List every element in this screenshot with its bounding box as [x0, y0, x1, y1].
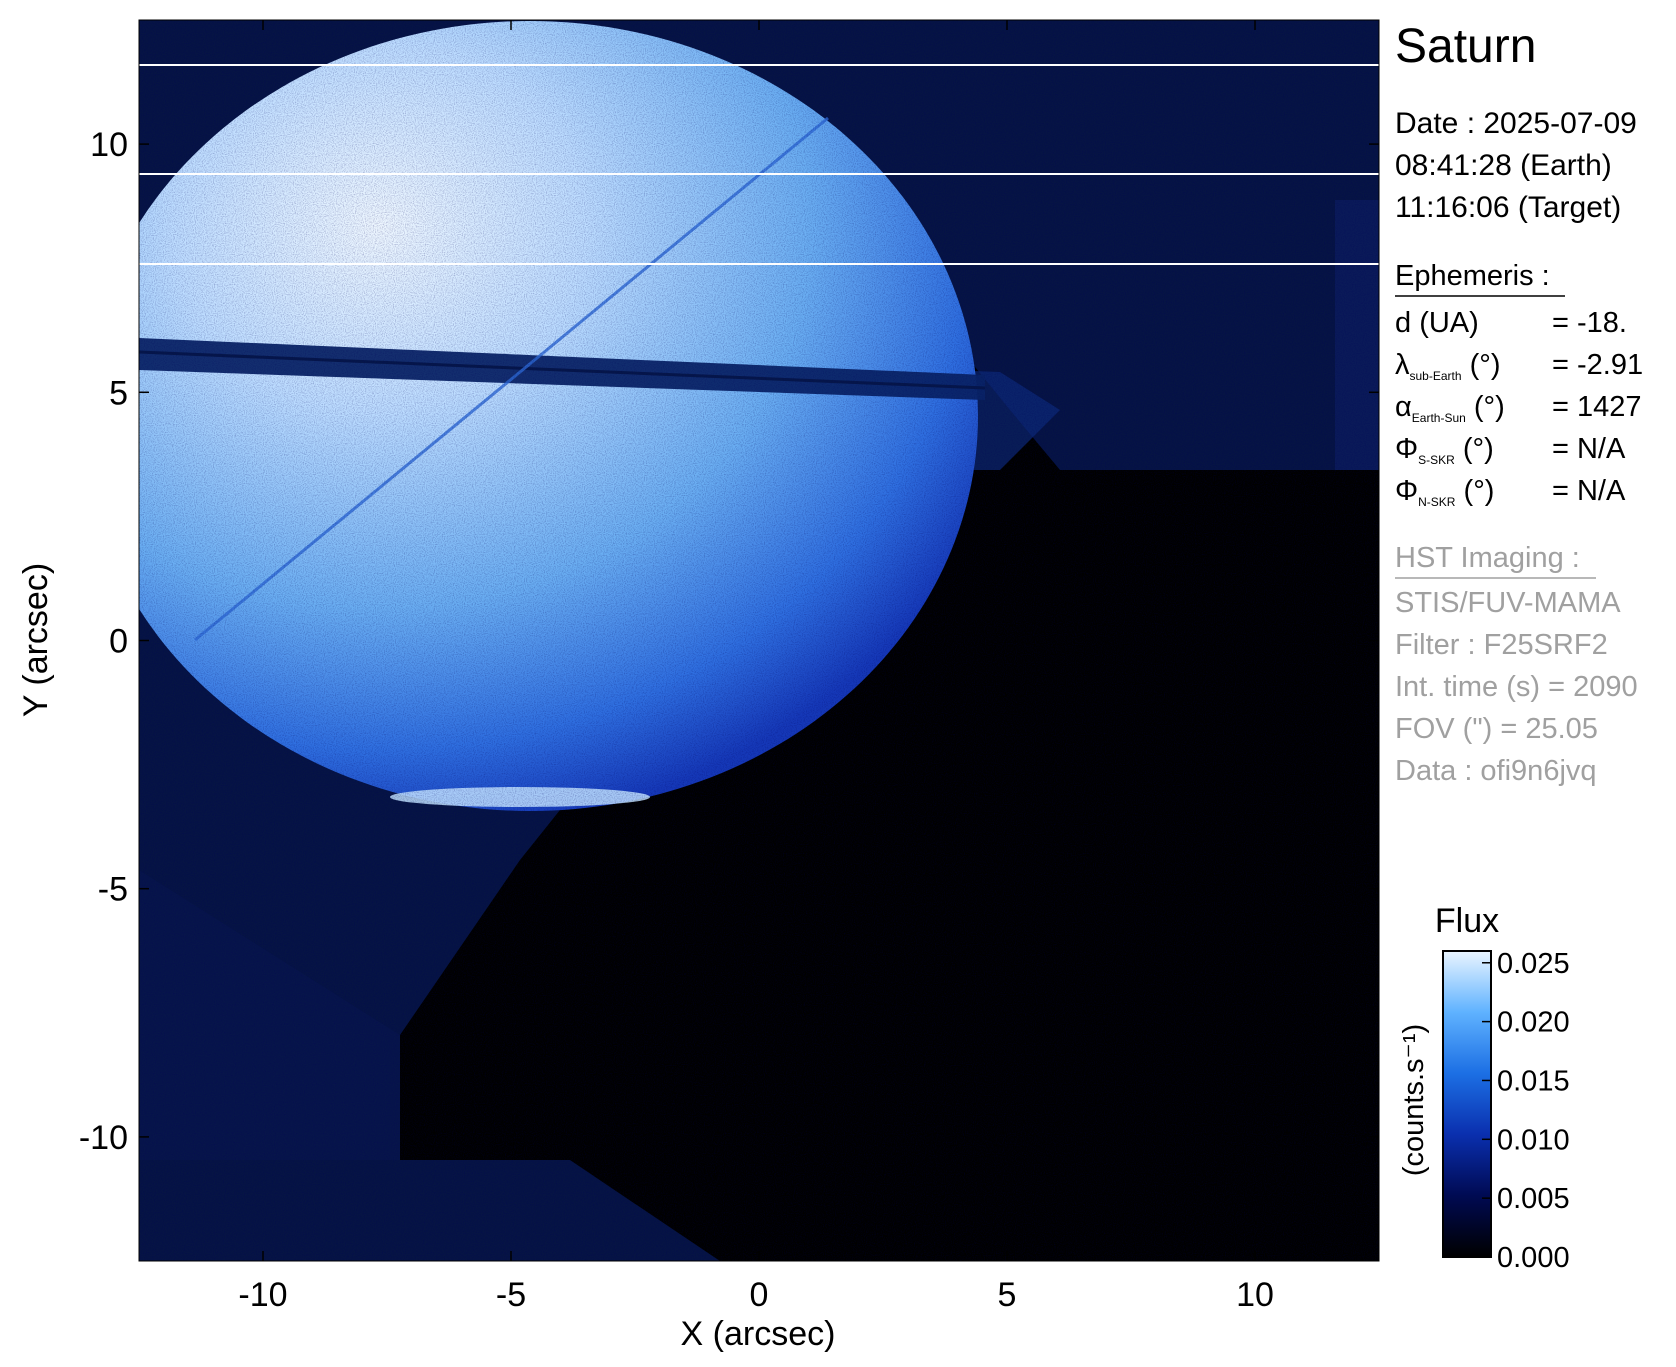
y-axis-label: Y (arcsec) [17, 563, 55, 717]
ephemeris-value: = 1427 [1552, 391, 1642, 423]
ephemeris-symbol: λ [1395, 349, 1410, 381]
x-axis-label: X (arcsec) [681, 1315, 836, 1353]
ephemeris-symbol: d [1395, 307, 1411, 339]
ephemeris-subscript: Earth-Sun [1412, 411, 1466, 425]
x-axis: -10 -5 0 5 10 [238, 20, 1274, 1314]
imaging-line: Filter : F25SRF2 [1395, 629, 1608, 661]
y-tick-label: 0 [109, 623, 128, 661]
ephemeris-symbol: α [1395, 391, 1412, 423]
imaging-line: FOV (") = 25.05 [1395, 713, 1598, 745]
ephemeris-value: = N/A [1552, 433, 1626, 465]
x-tick-label: 10 [1236, 1276, 1274, 1314]
ephemeris-subscript: N-SKR [1418, 495, 1456, 509]
ephemeris-unit: (UA) [1411, 307, 1479, 339]
ephemeris-heading: Ephemeris : [1395, 260, 1550, 292]
colorbar-tick-label: 0.005 [1497, 1183, 1570, 1215]
ephemeris-value: = -18. [1552, 307, 1627, 339]
colorbar-label: (counts.s⁻¹) [1398, 1024, 1430, 1176]
ephemeris-unit: (°) [1455, 433, 1494, 465]
x-tick-label: 0 [750, 1276, 769, 1314]
ephemeris-subscript: sub-Earth [1410, 369, 1462, 383]
ephemeris-unit: (°) [1455, 475, 1494, 507]
target-title: Saturn [1395, 20, 1536, 73]
x-tick-label: -5 [496, 1276, 526, 1314]
ephemeris-list: d (UA) = -18. λsub-Earth (°) = -2.91 αEarth-… [1395, 307, 1643, 509]
earth-time-line: 08:41:28 (Earth) [1395, 149, 1612, 182]
ephemeris-symbol: Φ [1395, 475, 1418, 507]
ephemeris-row: ΦS-SKR (°) [1395, 433, 1494, 467]
date-line: Date : 2025-07-09 [1395, 107, 1637, 140]
ephemeris-symbol: Φ [1395, 433, 1418, 465]
ephemeris-value: = N/A [1552, 475, 1626, 507]
ephemeris-unit: (°) [1462, 349, 1501, 381]
colorbar-tick-label: 0.025 [1497, 948, 1570, 980]
imaging-line: STIS/FUV-MAMA [1395, 587, 1621, 619]
colorbar-tick-label: 0.000 [1497, 1242, 1570, 1274]
ephemeris-row: αEarth-Sun (°) [1395, 391, 1505, 425]
x-tick-label: 5 [998, 1276, 1017, 1314]
y-tick-label: 5 [109, 374, 128, 412]
colorbar [1442, 950, 1492, 1258]
y-tick-label: 10 [90, 126, 128, 164]
image-noise [139, 20, 1379, 1261]
y-tick-label: -5 [98, 871, 128, 909]
ephemeris-row: λsub-Earth (°) [1395, 349, 1501, 383]
ephemeris-row: ΦN-SKR (°) [1395, 475, 1494, 509]
x-tick-label: -10 [238, 1276, 287, 1314]
ephemeris-subscript: S-SKR [1418, 453, 1455, 467]
ephemeris-unit: (°) [1466, 391, 1505, 423]
colorbar-tick-label: 0.010 [1497, 1124, 1570, 1156]
saturn-image [139, 20, 1379, 1261]
target-time-line: 11:16:06 (Target) [1395, 191, 1621, 224]
imaging-heading: HST Imaging : [1395, 542, 1580, 574]
y-axis: 10 5 0 -5 -10 [79, 126, 1379, 1157]
colorbar-title: Flux [1435, 902, 1499, 940]
ephemeris-value: = -2.91 [1552, 349, 1643, 381]
y-tick-label: -10 [79, 1119, 128, 1157]
imaging-line: Data : ofi9n6jvq [1395, 755, 1597, 787]
ephemeris-row: d (UA) [1395, 307, 1479, 339]
colorbar-tick-label: 0.020 [1497, 1007, 1570, 1039]
imaging-info: STIS/FUV-MAMA Filter : F25SRF2 Int. time (… [1395, 587, 1638, 787]
colorbar-tick-label: 0.015 [1497, 1065, 1570, 1097]
imaging-line: Int. time (s) = 2090 [1395, 671, 1638, 703]
colorbar-ticks: 0.025 0.020 0.015 0.010 0.005 0.000 [1482, 948, 1570, 1274]
